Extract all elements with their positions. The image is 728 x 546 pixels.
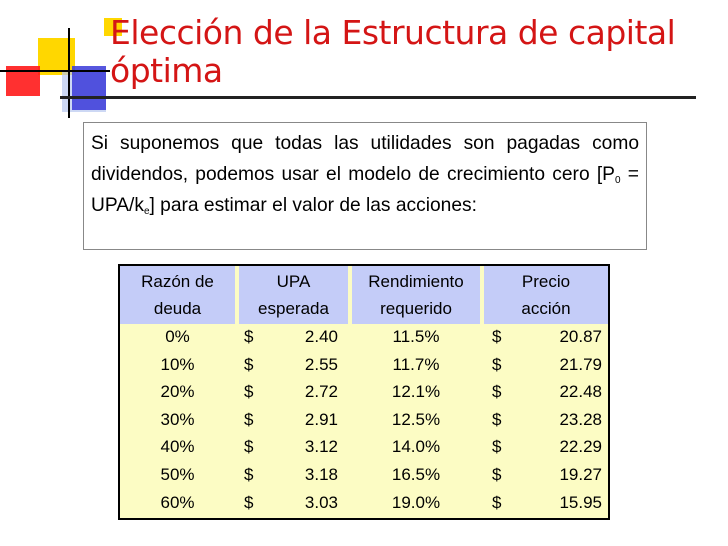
text-box: Si suponemos que todas las utilidades so… — [83, 122, 647, 250]
cell-rendimiento: 11.7% — [392, 354, 440, 374]
text-part-1: Si suponemos que todas las utilidades so… — [91, 133, 639, 185]
header-rendimiento-line2: requerido — [380, 299, 452, 318]
cell-precio: 15.95 — [559, 492, 602, 512]
cell-precio-currency: $ — [492, 354, 502, 374]
cell-precio: 21.79 — [559, 354, 602, 374]
header-rendimiento: Rendimiento requerido — [352, 266, 480, 324]
cell-upa-currency: $ — [244, 327, 254, 346]
decor-yellow-square-small — [104, 18, 122, 36]
cell-rendimiento: 11.5% — [392, 327, 440, 346]
cell-precio-currency: $ — [492, 492, 502, 512]
cell-precio: 20.87 — [559, 327, 602, 346]
header-rendimiento-line1: Rendimiento — [368, 272, 464, 291]
cell-upa-currency: $ — [244, 437, 254, 457]
cell-deuda: 60% — [160, 492, 195, 512]
header-upa: UPA esperada — [239, 266, 348, 324]
capital-structure-table: Razón de deuda UPA esperada Rendimiento … — [118, 264, 610, 520]
cell-precio-currency: $ — [492, 409, 502, 429]
cell-precio-currency: $ — [492, 327, 502, 346]
decor-blue-square — [72, 66, 106, 110]
cell-upa: 3.18 — [304, 465, 338, 484]
cell-rendimiento: 14.0% — [391, 437, 441, 457]
cell-upa: 2.40 — [304, 327, 338, 346]
cell-rendimiento: 12.5% — [391, 409, 441, 429]
cell-deuda: 30% — [160, 409, 195, 429]
cell-precio: 22.48 — [559, 382, 602, 402]
cell-upa: 2.72 — [304, 382, 338, 402]
decor-vertical-line — [68, 28, 70, 118]
cell-upa-currency: $ — [244, 492, 254, 512]
subscript-zero: 0 — [614, 175, 621, 186]
header-deuda-line2: deuda — [153, 299, 202, 318]
cell-deuda: 0% — [165, 327, 190, 346]
cell-precio-currency: $ — [492, 465, 502, 484]
cell-deuda: 20% — [160, 382, 195, 402]
text-part-3: ] para estimar el valor de las acciones: — [149, 195, 477, 216]
title-divider — [60, 96, 696, 99]
cell-rendimiento: 12.1% — [391, 382, 441, 402]
cell-precio-currency: $ — [492, 437, 502, 457]
cell-upa: 2.91 — [304, 409, 338, 429]
decor-horizontal-line — [0, 70, 110, 72]
cell-upa: 3.12 — [304, 437, 338, 457]
cell-precio: 22.29 — [559, 437, 602, 457]
cell-deuda: 10% — [160, 354, 195, 374]
cell-upa-currency: $ — [244, 382, 254, 402]
header-deuda: Razón de deuda — [120, 266, 235, 324]
cell-precio: 23.28 — [559, 409, 602, 429]
cell-upa: 2.55 — [304, 354, 338, 374]
header-upa-line1: UPA — [276, 272, 311, 291]
cell-rendimiento: 16.5% — [391, 465, 441, 484]
cell-upa-currency: $ — [244, 354, 254, 374]
header-precio-line1: Precio — [521, 272, 571, 291]
cell-upa-currency: $ — [244, 409, 254, 429]
subscript-e: e — [143, 206, 150, 217]
header-precio-line2: acción — [521, 299, 571, 318]
header-upa-line2: esperada — [258, 299, 329, 318]
text-part-2: = UPA/k — [91, 164, 639, 216]
cell-precio-currency: $ — [492, 382, 502, 402]
cell-deuda: 50% — [160, 465, 195, 484]
cell-rendimiento: 19.0% — [391, 492, 441, 512]
cell-upa-currency: $ — [244, 465, 254, 484]
slide-title: Elección de la Estructura de capital ópt… — [110, 13, 676, 90]
cell-deuda: 40% — [160, 437, 195, 457]
header-deuda-line1: Razón de — [141, 272, 214, 291]
header-precio: Precio acción — [484, 266, 608, 324]
cell-precio: 19.27 — [559, 465, 602, 484]
cell-upa: 3.03 — [304, 492, 338, 512]
